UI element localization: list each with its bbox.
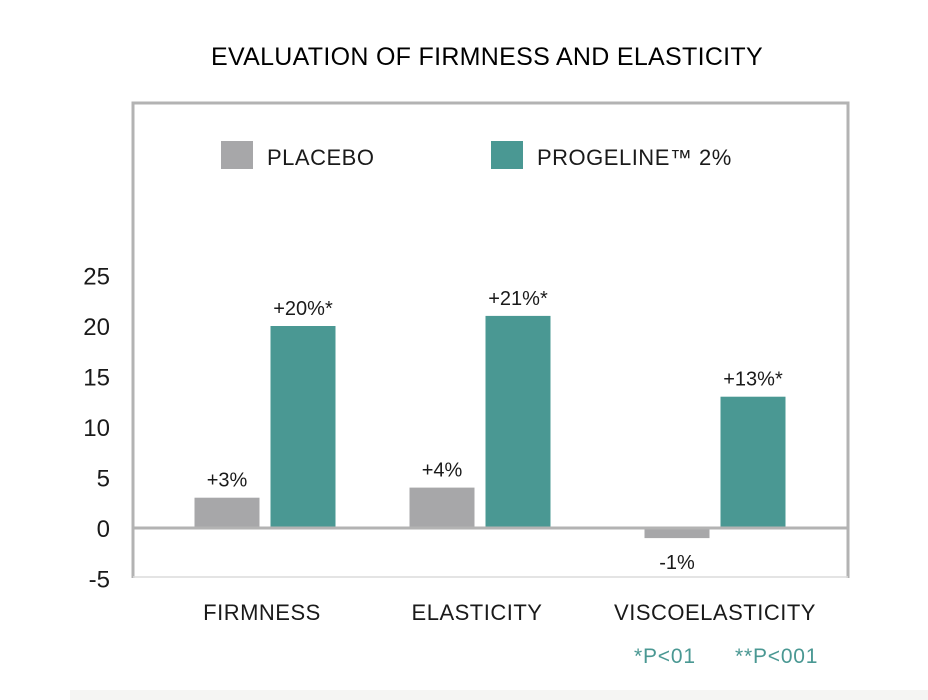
data-label-placebo-viscoelasticity: -1% xyxy=(659,552,695,574)
bar-placebo-elasticity xyxy=(409,487,475,528)
y-tick-label: 25 xyxy=(83,264,110,291)
bar-progeline-firmness xyxy=(270,326,336,528)
data-labels: +3% +20%* +4% +21%* -1% +13%* xyxy=(207,288,783,574)
y-tick-label: 5 xyxy=(97,466,110,493)
category-labels: FIRMNESS ELASTICITY VISCOELASTICITY xyxy=(203,600,816,625)
legend-label-placebo: PLACEBO xyxy=(267,145,374,170)
data-label-progeline-viscoelasticity: +13%* xyxy=(723,369,783,391)
legend-swatch-placebo xyxy=(221,141,253,169)
bar-placebo-firmness xyxy=(194,497,260,528)
y-tick-label: 20 xyxy=(83,314,110,341)
category-label-firmness: FIRMNESS xyxy=(203,600,321,625)
y-tick-label: 15 xyxy=(83,365,110,392)
data-label-placebo-firmness: +3% xyxy=(207,470,248,492)
legend-swatch-progeline xyxy=(491,141,523,169)
bar-progeline-viscoelasticity xyxy=(720,396,786,528)
y-tick-label: -5 xyxy=(89,567,110,594)
category-label-elasticity: ELASTICITY xyxy=(412,600,543,625)
bar-progeline-elasticity xyxy=(485,315,551,528)
bar-placebo-viscoelasticity xyxy=(644,528,710,539)
plot-frame xyxy=(131,101,850,578)
data-label-placebo-elasticity: +4% xyxy=(422,460,463,482)
bars xyxy=(194,315,786,539)
legend: PLACEBO PROGELINE™ 2% xyxy=(221,141,732,170)
data-label-progeline-elasticity: +21%* xyxy=(488,288,548,310)
bottom-strip xyxy=(70,690,928,700)
chart-title: EVALUATION OF FIRMNESS AND ELASTICITY xyxy=(211,43,763,71)
category-label-viscoelasticity: VISCOELASTICITY xyxy=(614,600,816,625)
y-tick-label: 0 xyxy=(97,516,110,543)
y-tick-label: 10 xyxy=(83,415,110,442)
y-axis-ticks: 25 20 15 10 5 0 -5 xyxy=(83,264,110,594)
footnote-p1: *P<01 xyxy=(634,645,696,668)
data-label-progeline-firmness: +20%* xyxy=(273,298,333,320)
legend-label-progeline: PROGELINE™ 2% xyxy=(537,145,732,170)
footnote-p2: **P<001 xyxy=(735,645,818,668)
